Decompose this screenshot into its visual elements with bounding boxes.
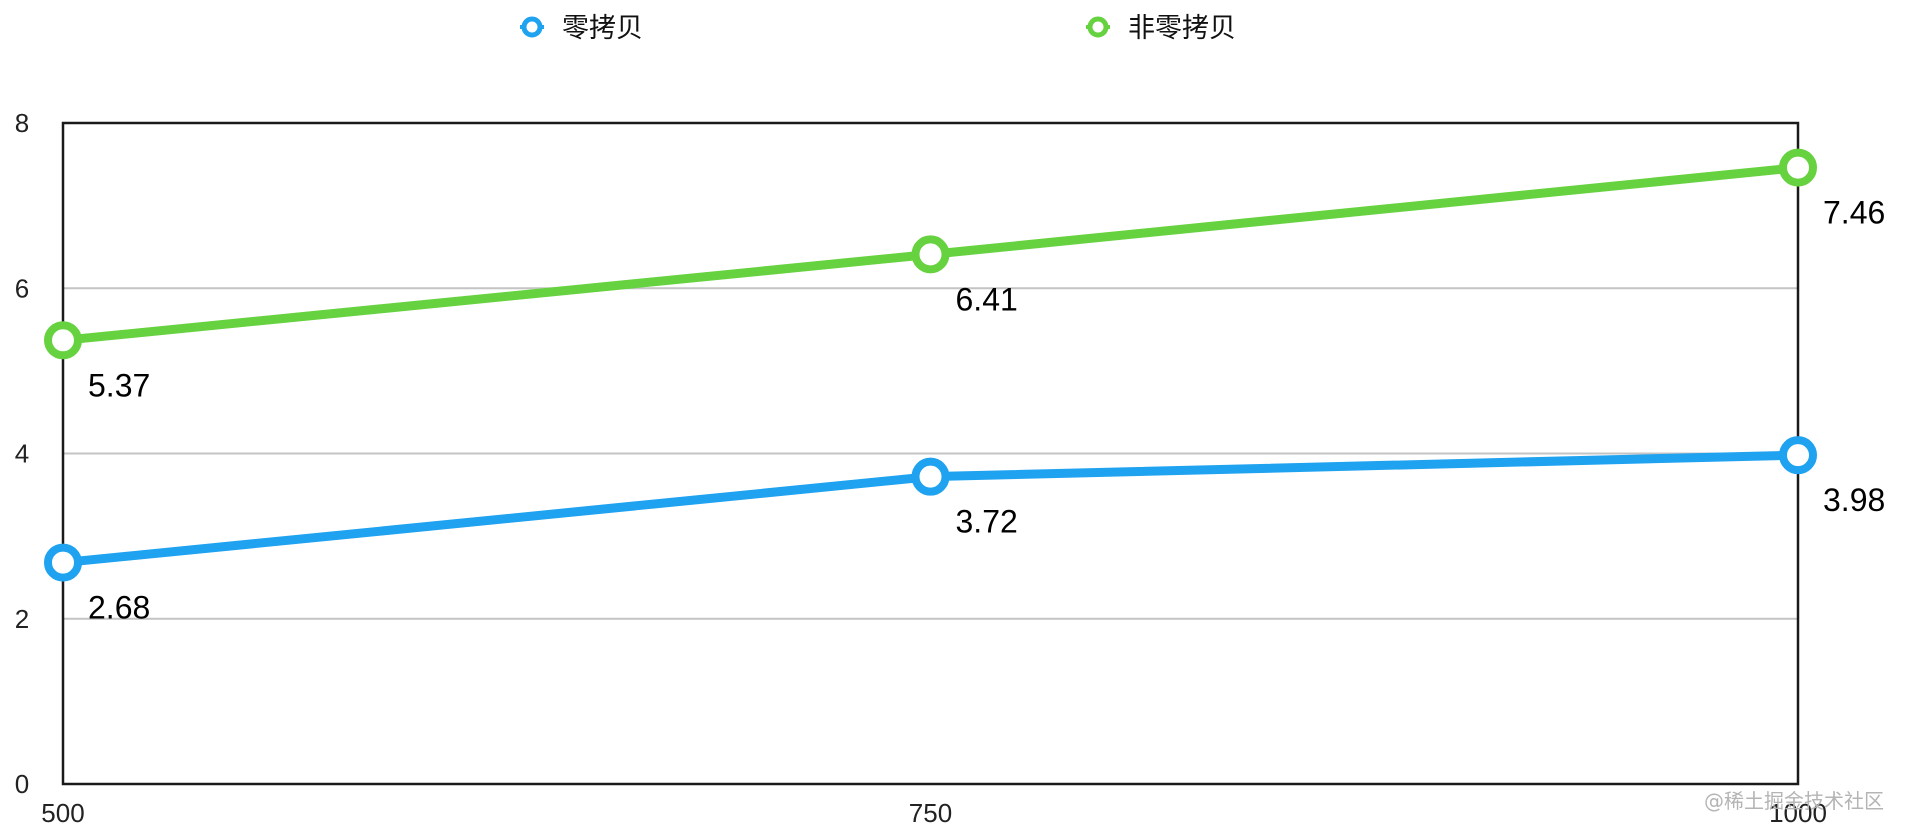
data-label: 3.72	[956, 504, 1018, 540]
legend-label: 非零拷贝	[1128, 13, 1236, 44]
data-label: 6.41	[956, 281, 1018, 317]
data-point	[911, 457, 950, 496]
y-tick-label: 0	[15, 769, 29, 799]
x-tick-label: 750	[909, 798, 952, 828]
y-tick-label: 8	[15, 108, 29, 138]
legend-label: 零拷贝	[562, 13, 643, 44]
data-point	[44, 543, 82, 582]
y-tick-label: 2	[15, 604, 29, 634]
y-tick-label: 4	[15, 439, 29, 469]
x-tick-label: 1000	[1769, 798, 1827, 828]
y-tick-label: 6	[15, 273, 29, 303]
data-point	[1779, 436, 1817, 475]
series-lines	[44, 148, 1817, 582]
data-label: 3.98	[1823, 482, 1885, 518]
watermark: @稀土掘金技术社区	[1704, 789, 1884, 813]
legend-marker-icon	[521, 16, 543, 38]
y-axis-tick-labels: 0 2 4 6 8	[15, 108, 29, 799]
x-tick-label: 500	[41, 798, 84, 828]
legend-marker-icon	[1087, 16, 1109, 38]
data-label: 5.37	[88, 367, 150, 403]
data-label: 2.68	[88, 590, 150, 626]
legend: 零拷贝 非零拷贝	[520, 13, 1236, 44]
gridlines	[63, 287, 1798, 620]
data-labels: 2.68 3.72 3.98 5.37 6.41 7.46	[88, 195, 1885, 626]
data-point	[911, 235, 950, 274]
data-point	[1779, 148, 1817, 187]
x-axis-tick-labels: 500 750 1000	[41, 798, 1827, 828]
data-point	[44, 321, 82, 360]
data-label: 7.46	[1823, 195, 1885, 231]
